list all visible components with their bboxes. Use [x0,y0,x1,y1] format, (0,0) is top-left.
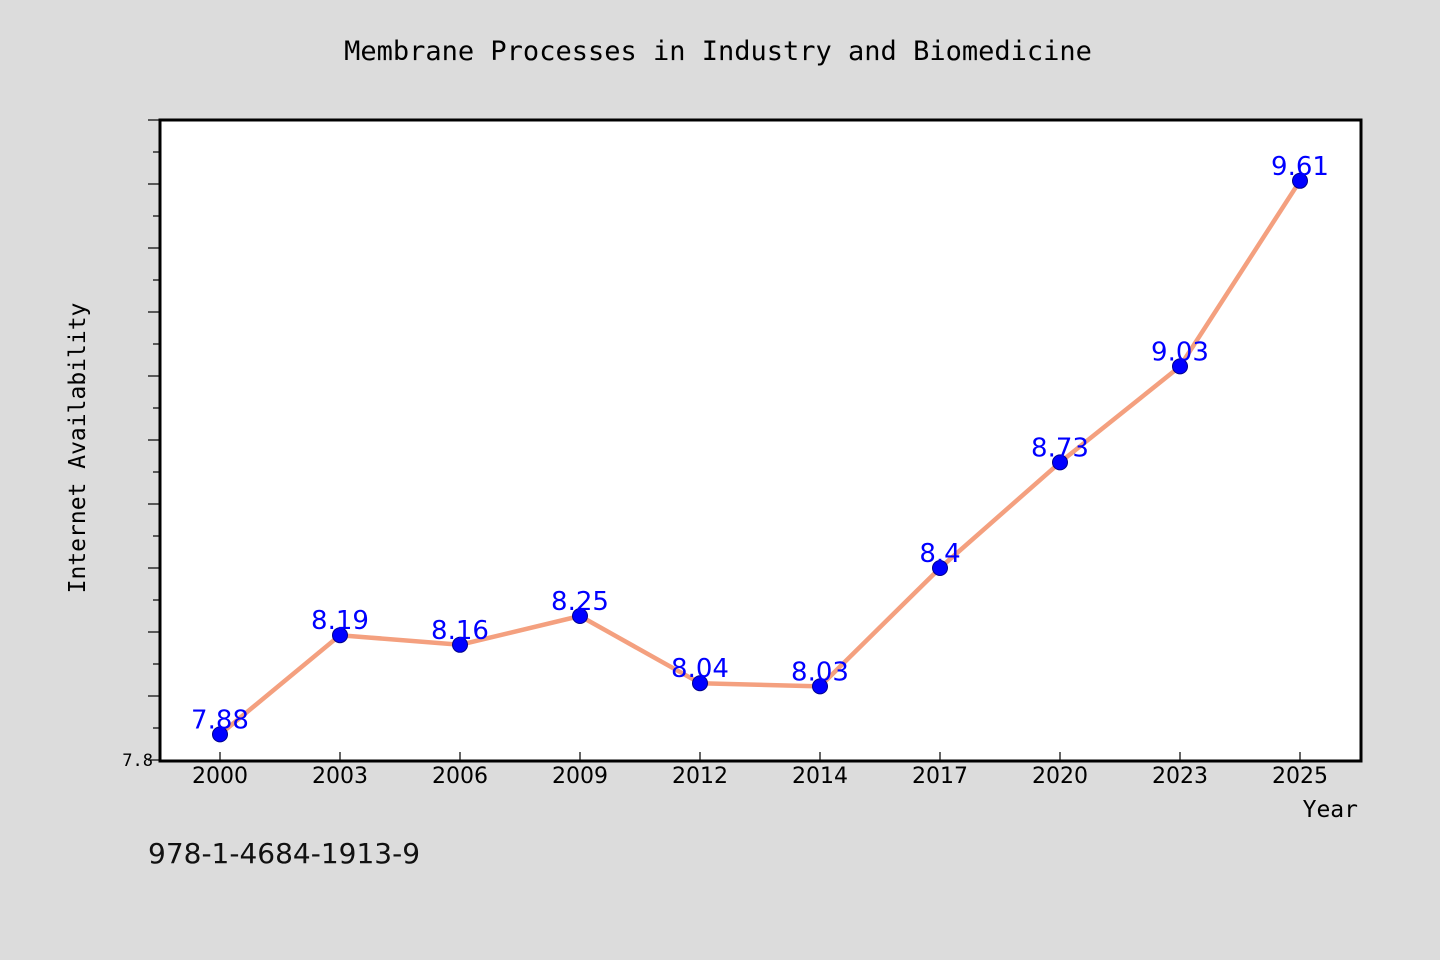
data-labels: 7.88 8.19 8.16 8.25 8.04 8.03 8.4 8.73 9.03 9.61 [191,152,1329,736]
x-axis-ticks: 2000 2003 2006 2009 2012 2014 2017 2020 2023 2025 [192,752,1328,789]
series-group [212,172,1308,743]
data-label: 7.88 [191,705,249,735]
y-axis-ticks: 7.8 [122,119,160,771]
data-point [1172,358,1188,375]
data-point [932,560,948,576]
x-tick-label: 2003 [312,764,368,789]
data-label: 8.03 [791,657,849,687]
data-point [1052,454,1068,471]
data-point [572,608,588,624]
data-point [212,726,228,743]
x-tick-label: 2025 [1272,764,1328,789]
data-label: 9.61 [1271,152,1329,182]
data-label: 8.16 [431,616,489,646]
plot-area [158,118,1363,763]
data-point [452,636,468,653]
data-label: 8.04 [671,654,729,684]
data-point [1292,172,1308,189]
x-tick-label: 2017 [912,764,968,789]
x-tick-label: 2014 [792,764,848,789]
data-point [812,678,828,695]
x-tick-label: 2009 [552,764,608,789]
chart-title: Membrane Processes in Industry and Biome… [344,36,1092,67]
data-point [332,627,348,644]
x-tick-label: 2023 [1152,764,1208,789]
data-label: 8.19 [311,606,369,636]
x-tick-label: 2020 [1032,764,1088,789]
x-tick-label: 2000 [192,764,248,789]
x-tick-label: 2012 [672,764,728,789]
x-axis-label: Year [1303,797,1358,823]
data-label: 9.03 [1151,337,1209,367]
data-label: 8.4 [919,539,960,569]
x-tick-label: 2006 [432,764,488,789]
isbn-text: 978-1-4684-1913-9 [148,837,420,870]
data-label: 8.25 [551,587,609,617]
data-label: 8.73 [1031,433,1089,463]
y-tick-label: 7.8 [122,751,153,771]
data-point [692,675,708,692]
series-line [218,179,1302,737]
y-axis-label: Internet Availability [65,303,91,594]
